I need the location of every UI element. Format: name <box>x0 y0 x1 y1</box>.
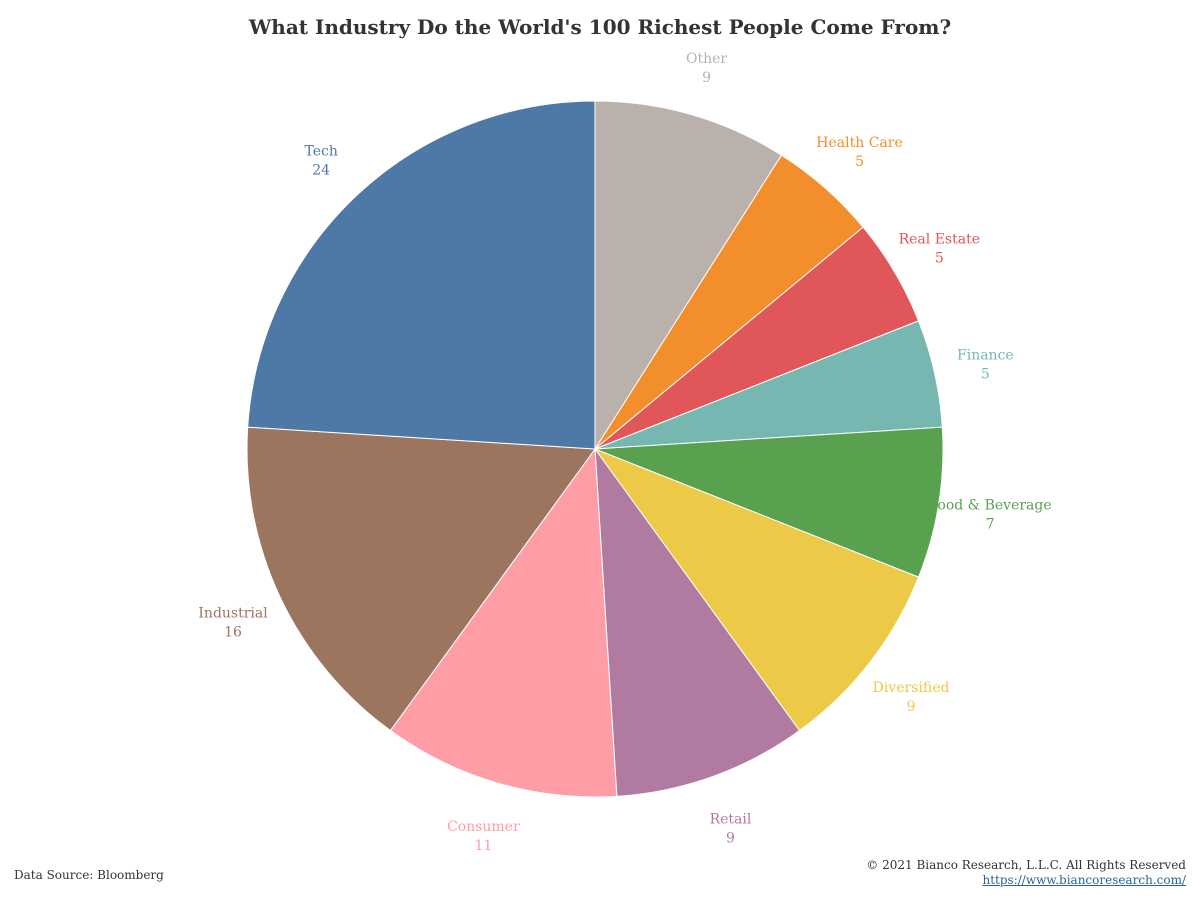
slice-label-food-and-beverage: Food & Beverage <box>928 498 1051 514</box>
slice-label-other: Other <box>686 51 727 67</box>
footer-credits: © 2021 Bianco Research, L.L.C. All Right… <box>866 858 1186 888</box>
slice-value-consumer: 11 <box>474 838 492 854</box>
slice-label-finance: Finance <box>957 348 1014 364</box>
slice-value-tech: 24 <box>312 162 330 178</box>
slice-value-industrial: 16 <box>224 624 242 640</box>
pie-slice-other <box>594 100 783 451</box>
slice-label-health-care: Health Care <box>816 135 902 151</box>
pie-slice-industrial <box>246 426 596 732</box>
slice-value-finance: 5 <box>981 367 990 383</box>
slice-value-diversified: 9 <box>907 699 916 715</box>
pie-slice-food-and-beverage <box>594 426 944 578</box>
slice-value-food-and-beverage: 7 <box>986 517 995 533</box>
slice-value-other: 9 <box>702 70 711 86</box>
slice-label-diversified: Diversified <box>873 680 950 696</box>
pie-slice-retail <box>594 447 801 797</box>
website-link[interactable]: https://www.biancoresearch.com/ <box>982 873 1186 887</box>
slice-label-industrial: Industrial <box>198 605 268 621</box>
slice-value-health-care: 5 <box>855 154 864 170</box>
slice-label-real-estate: Real Estate <box>899 231 980 247</box>
slice-value-retail: 9 <box>726 830 735 846</box>
pie-slice-consumer <box>389 447 618 798</box>
slice-value-real-estate: 5 <box>935 250 944 266</box>
slice-label-tech: Tech <box>304 143 337 159</box>
slice-label-consumer: Consumer <box>447 819 520 835</box>
chart-title: What Industry Do the World's 100 Richest… <box>248 15 952 39</box>
pie-slice-tech <box>247 100 596 450</box>
copyright-notice: © 2021 Bianco Research, L.L.C. All Right… <box>866 858 1186 872</box>
data-source-note: Data Source: Bloomberg <box>14 868 164 882</box>
pie-slice-diversified <box>593 447 920 732</box>
slice-label-retail: Retail <box>710 811 752 827</box>
